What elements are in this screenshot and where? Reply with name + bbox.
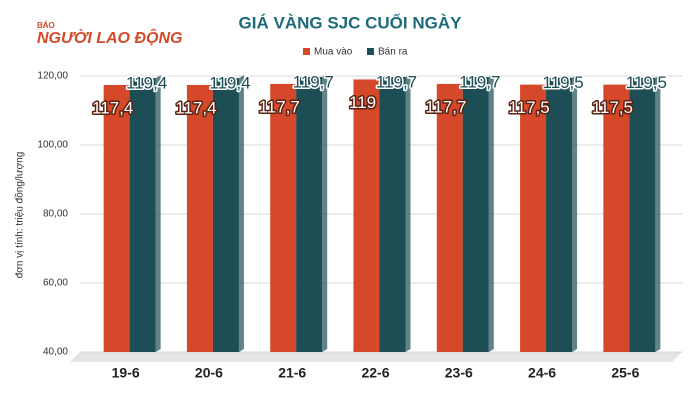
y-tick-label: 100,00: [37, 140, 68, 151]
bar: [186, 84, 213, 352]
bar-side: [238, 75, 244, 352]
bar: [520, 84, 547, 352]
x-tick-label: 20-6: [195, 365, 223, 381]
y-axis-label: đơn vị tính: triệu đồng/lượng: [14, 152, 26, 279]
x-tick-label: 23-6: [445, 365, 473, 381]
x-tick-label: 24-6: [528, 365, 556, 381]
bar-side: [322, 74, 328, 352]
legend-label: Mua vào: [314, 47, 353, 58]
value-label: 117,7: [425, 97, 466, 116]
x-tick-label: 22-6: [361, 365, 389, 381]
value-label: 119,5: [626, 73, 667, 92]
y-tick-label: 60,00: [43, 278, 68, 289]
bar: [103, 84, 130, 352]
bar: [462, 77, 489, 352]
legend-swatch: [303, 48, 310, 55]
legend-swatch: [367, 48, 374, 55]
bar: [436, 83, 463, 352]
bar: [270, 83, 297, 352]
value-label: 119,7: [459, 73, 500, 92]
bar: [379, 77, 406, 352]
value-label: 119,4: [126, 74, 167, 93]
value-label: 119,4: [209, 74, 250, 93]
logo-small: BÁO: [37, 21, 55, 30]
logo-name: NGƯỜI LAO ĐỘNG: [37, 28, 182, 47]
bar-side: [655, 74, 661, 352]
value-label: 117,4: [92, 98, 133, 117]
bar-side: [155, 75, 161, 352]
bar: [129, 78, 156, 352]
value-label: 119: [349, 93, 376, 112]
value-label: 119,7: [376, 73, 417, 92]
x-tick-label: 25-6: [611, 365, 639, 381]
chart-title: GIÁ VÀNG SJC CUỐI NGÀY: [239, 12, 463, 32]
bar-side: [405, 74, 411, 352]
bar: [212, 78, 239, 352]
value-label: 119,7: [293, 73, 334, 92]
value-label: 119,5: [542, 73, 583, 92]
x-tick-label: 21-6: [278, 365, 306, 381]
y-tick-label: 80,00: [43, 209, 68, 220]
bar-side: [488, 74, 494, 352]
value-label: 117,5: [508, 98, 549, 117]
bar-side: [572, 74, 578, 352]
value-label: 117,7: [259, 97, 300, 116]
x-tick-label: 19-6: [112, 365, 140, 381]
bar: [546, 77, 573, 352]
value-label: 117,4: [175, 98, 216, 117]
bar: [296, 77, 323, 352]
y-tick-label: 40,00: [43, 347, 68, 358]
floor: [70, 352, 682, 362]
bar: [629, 77, 656, 352]
y-tick-label: 120,00: [37, 71, 68, 82]
bar: [353, 79, 380, 352]
legend-label: Bán ra: [378, 47, 408, 58]
bar: [603, 84, 630, 352]
value-label: 117,5: [592, 98, 633, 117]
